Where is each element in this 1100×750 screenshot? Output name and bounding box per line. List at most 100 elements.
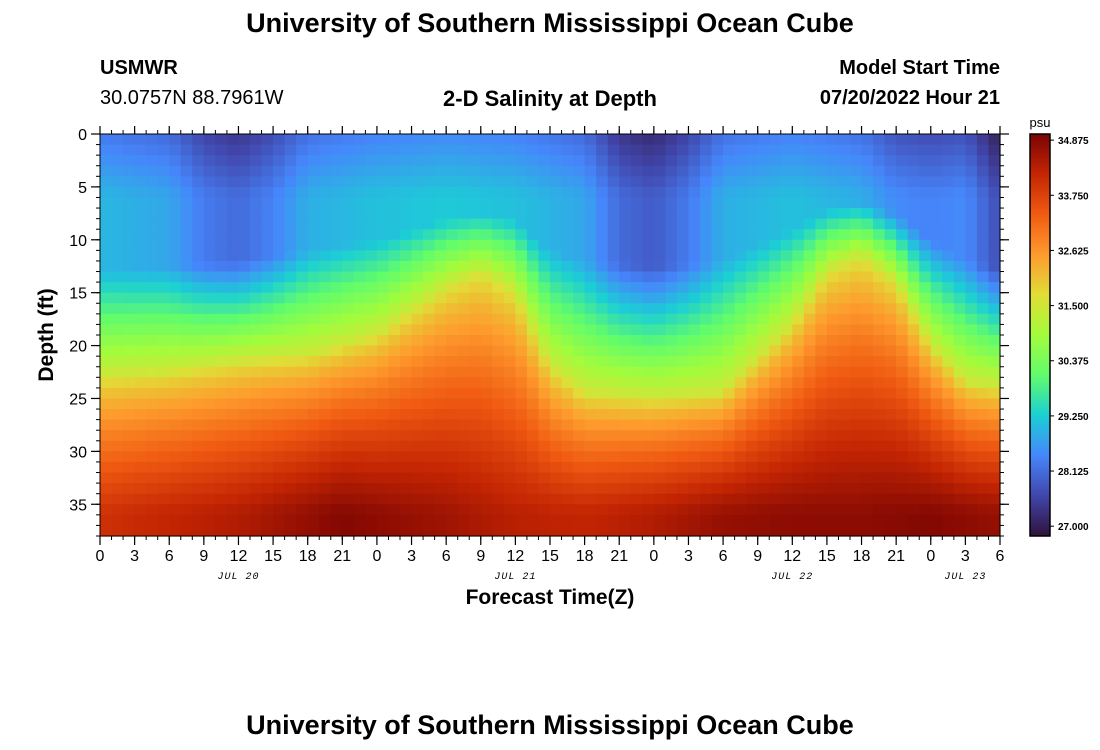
heatmap-cell (550, 493, 563, 505)
heatmap-cell (134, 282, 147, 294)
heatmap-cell (734, 239, 747, 251)
heatmap-cell (838, 155, 851, 167)
heatmap-cell (446, 472, 459, 484)
heatmap-cell (665, 409, 678, 421)
heatmap-cell (642, 260, 655, 273)
heatmap-cell (538, 335, 551, 347)
heatmap-cell (515, 461, 528, 474)
heatmap-cell (307, 398, 320, 410)
heatmap-cell (780, 134, 793, 146)
heatmap-cell (250, 303, 263, 315)
heatmap-cell (457, 387, 470, 400)
heatmap-cell (953, 493, 966, 505)
heatmap-cell (746, 208, 759, 220)
heatmap-cell (826, 282, 840, 294)
heatmap-cell (573, 377, 586, 389)
heatmap-cell (342, 208, 355, 220)
heatmap-cell (342, 472, 355, 484)
heatmap-cell (838, 144, 851, 156)
heatmap-cell (976, 451, 990, 463)
heatmap-cell (861, 165, 874, 177)
heatmap-cell (480, 229, 493, 241)
heatmap-cell (723, 366, 736, 378)
heatmap-cell (619, 493, 632, 505)
heatmap-cell (203, 345, 216, 357)
heatmap-cell (423, 440, 436, 452)
heatmap-cell (434, 282, 447, 294)
heatmap-cell (988, 409, 1001, 421)
heatmap-cell (792, 208, 805, 220)
heatmap-cell (711, 271, 724, 283)
heatmap-cell (596, 239, 609, 251)
heatmap-cell (319, 409, 332, 421)
heatmap-cell (296, 461, 309, 474)
heatmap-cell (838, 229, 851, 241)
heatmap-cell (446, 366, 459, 378)
heatmap-cell (780, 493, 793, 505)
heatmap-cell (492, 250, 505, 262)
heatmap-cell (180, 451, 193, 463)
heatmap-cell (146, 409, 159, 421)
heatmap-cell (169, 430, 182, 442)
heatmap-cell (976, 260, 990, 273)
heatmap-cell (953, 366, 966, 378)
heatmap-cell (700, 165, 713, 177)
heatmap-cell (676, 398, 690, 410)
heatmap-cell (400, 134, 413, 146)
heatmap-cell (757, 483, 770, 495)
heatmap-cell (815, 282, 828, 294)
heatmap-cell (411, 144, 424, 156)
heatmap-cell (238, 451, 251, 463)
heatmap-cell (192, 493, 205, 505)
heatmap-cell (769, 419, 782, 431)
heatmap-cell (896, 292, 909, 304)
heatmap-cell (630, 155, 643, 167)
heatmap-cell (676, 514, 690, 527)
heatmap-cell (319, 398, 332, 410)
heatmap-cell (180, 419, 193, 431)
heatmap-cell (988, 324, 1001, 336)
heatmap-cell (711, 186, 724, 199)
heatmap-cell (896, 271, 909, 283)
heatmap-cell (526, 504, 540, 516)
heatmap-cell (215, 292, 228, 304)
heatmap-cell (446, 260, 459, 273)
heatmap-cell (226, 345, 240, 357)
heatmap-cell (769, 525, 782, 537)
heatmap-cell (319, 229, 332, 241)
heatmap-cell (965, 218, 978, 230)
heatmap-cell (376, 356, 390, 368)
heatmap-cell (342, 176, 355, 188)
heatmap-cell (423, 419, 436, 431)
heatmap-cell (434, 398, 447, 410)
heatmap-cell (388, 387, 401, 400)
heatmap-cell (907, 250, 920, 262)
heatmap-cell (342, 239, 355, 251)
heatmap-cell (226, 155, 240, 167)
heatmap-cell (561, 197, 574, 209)
heatmap-cell (734, 335, 747, 347)
heatmap-cell (619, 451, 632, 463)
heatmap-cell (942, 461, 955, 474)
heatmap-cell (215, 134, 228, 146)
heatmap-cell (665, 335, 678, 347)
heatmap-cell (492, 430, 505, 442)
heatmap-cell (503, 186, 516, 199)
heatmap-cell (746, 345, 759, 357)
heatmap-cell (307, 440, 320, 452)
heatmap-cell (942, 335, 955, 347)
heatmap-cell (319, 504, 332, 516)
heatmap-cell (457, 514, 470, 527)
date-label: JUL 22 (771, 572, 813, 583)
heatmap-cell (423, 165, 436, 177)
heatmap-cell (942, 186, 955, 199)
heatmap-cell (388, 239, 401, 251)
heatmap-cell (711, 155, 724, 167)
heatmap-cell (492, 387, 505, 400)
heatmap-cell (919, 271, 932, 283)
heatmap-cell (526, 229, 540, 241)
heatmap-cell (111, 229, 124, 241)
heatmap-cell (365, 250, 378, 262)
heatmap-cell (619, 303, 632, 315)
heatmap-cell (123, 165, 136, 177)
